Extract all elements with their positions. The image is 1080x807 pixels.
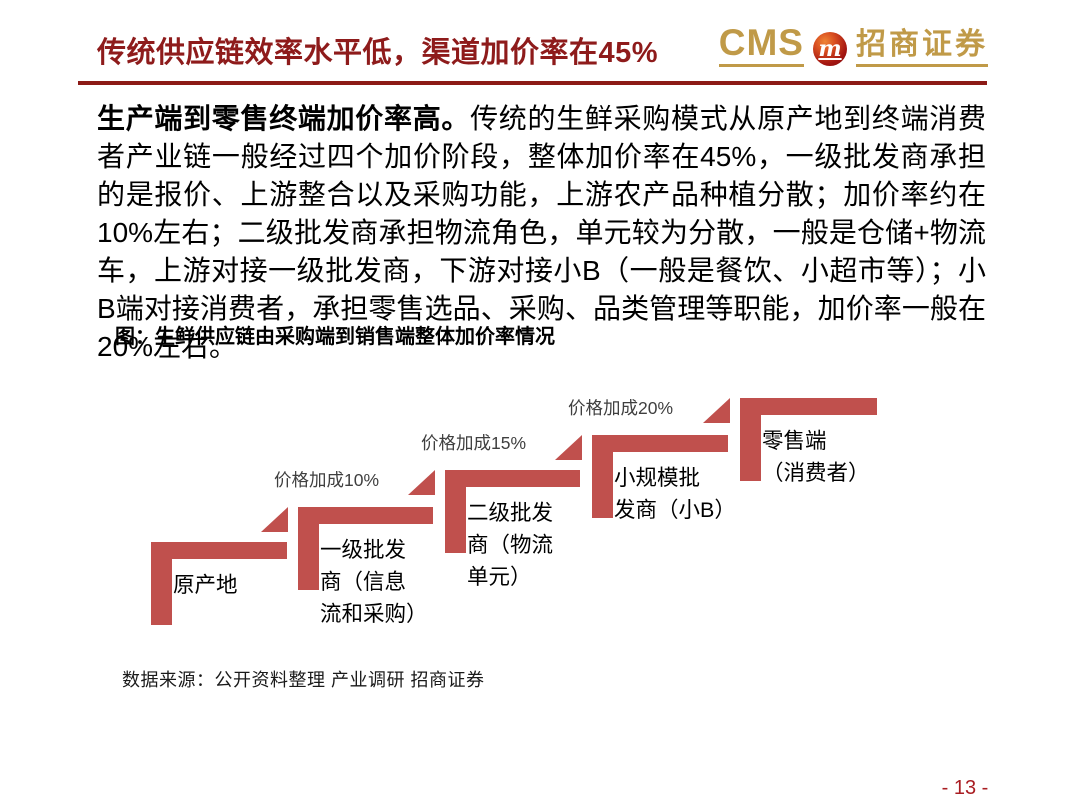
markup-label: 价格加成15% [421,433,526,453]
step-arrow-icon [555,435,582,460]
body-lead: 生产端到零售终端加价率高。 [97,103,471,134]
header-rule [78,81,987,85]
figure-source: 数据来源：公开资料整理 产业调研 招商证券 [122,670,485,690]
body-text: 传统的生鲜采购模式从原产地到终端消费者产业链一般经过四个加价阶段，整体加价率在4… [97,103,986,362]
step-label-line: 零售端 [762,429,827,453]
step-arrow-icon [261,507,288,532]
brand-name-cn: 招商证券 [856,30,988,67]
step-label-line: 单元） [467,565,532,589]
step-shape [298,507,433,590]
step-label-line: 小规模批 [614,466,700,490]
page-title: 传统供应链效率水平低，渠道加价率在45% [97,37,659,69]
step-label-line: 流和采购） [320,602,428,626]
step-label-line: 二级批发 [467,501,553,525]
step-label-line: 商（物流 [467,533,553,557]
markup-label: 价格加成20% [568,398,673,418]
step-shape [592,435,728,518]
step-label-line: 发商（小B） [614,498,736,522]
step-label-line: 原产地 [173,573,238,597]
cms-wordmark: CMS [718,24,804,67]
step-label-line: 商（信息 [320,570,406,594]
step-arrow-icon [408,470,435,495]
figure-caption: 图：生鲜供应链由采购端到销售端整体加价率情况 [115,326,555,348]
markup-label: 价格加成10% [274,470,379,490]
body-paragraph: 生产端到零售终端加价率高。传统的生鲜采购模式从原产地到终端消费者产业链一般经过四… [97,100,986,366]
step-arrow-icon [703,398,730,423]
step-shape [445,470,580,553]
step-label-line: （消费者） [762,461,870,485]
step-shape [740,398,877,481]
page-number: - 13 - [941,777,989,799]
brand-logo: CMS m 招商证券 [718,24,988,67]
cms-monogram-icon: m [813,32,847,66]
step-label-line: 一级批发 [320,538,406,562]
step-shape [151,542,287,625]
